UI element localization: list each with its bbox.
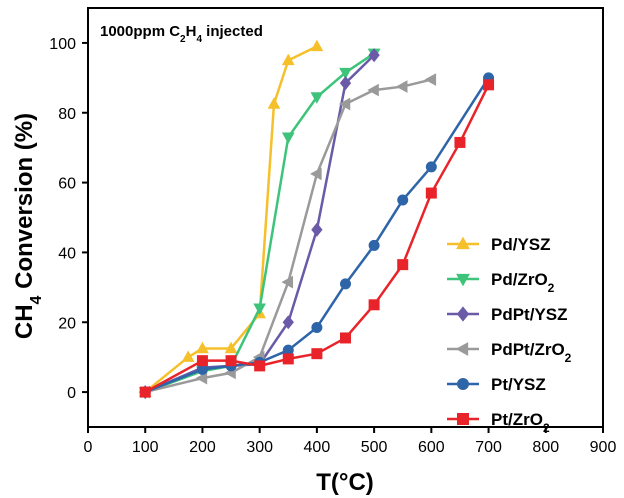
data-point-pt-ysz <box>368 239 380 251</box>
legend-label: Pt/YSZ <box>491 375 546 394</box>
data-point-pd-ysz <box>181 350 195 362</box>
y-tick-label: 60 <box>58 176 76 193</box>
data-point-pt-zro2 <box>425 187 437 199</box>
x-tick-label: 0 <box>84 439 93 456</box>
x-tick-label: 700 <box>475 439 502 456</box>
legend-marker <box>456 306 470 322</box>
legend-marker <box>456 236 470 250</box>
series-line-pt-zro2 <box>144 84 490 394</box>
data-point-pdpt-ysz <box>339 76 352 91</box>
x-axis-title: T(°C) <box>316 469 374 496</box>
data-point-pt-zro2 <box>254 360 266 372</box>
data-point-pt-ysz <box>397 194 409 206</box>
y-tick-label: 80 <box>58 106 76 123</box>
data-point-pdpt-zro2 <box>195 371 208 385</box>
data-point-pt-zro2 <box>368 299 380 311</box>
data-point-pt-zro2 <box>397 259 409 271</box>
data-point-pt-zro2 <box>311 348 323 360</box>
data-point-pt-zro2 <box>454 136 466 148</box>
x-tick-label: 100 <box>132 439 159 456</box>
series-pdpt-ysz <box>139 48 380 400</box>
data-point-pt-zro2 <box>282 353 294 365</box>
legend-label: PdPt/YSZ <box>491 305 568 324</box>
data-point-pdpt-ysz <box>311 222 323 237</box>
legend-item-pt-zro2: Pt/ZrO2 <box>447 410 550 435</box>
data-point-pd-ysz <box>224 341 238 354</box>
y-axis-title: CH4 Conversion (%) <box>11 113 45 339</box>
data-point-pdpt-zro2 <box>281 275 294 289</box>
series-pd-ysz <box>138 39 324 397</box>
data-point-pt-zro2 <box>340 332 351 344</box>
data-point-pt-zro2 <box>139 386 151 398</box>
x-tick-label: 900 <box>590 439 617 456</box>
legend-item-pd-zro2: Pd/ZrO2 <box>447 270 555 295</box>
data-point-pt-zro2 <box>483 79 495 91</box>
data-point-pd-zro2 <box>281 132 295 144</box>
data-point-pd-ysz <box>310 39 324 52</box>
legend-marker <box>457 413 469 425</box>
plot-frame <box>87 7 604 428</box>
data-point-pd-ysz <box>281 53 295 66</box>
x-tick-label: 800 <box>532 439 559 456</box>
legend-label: Pd/YSZ <box>491 235 551 254</box>
data-point-pdpt-zro2 <box>367 83 379 97</box>
data-point-pt-ysz <box>425 161 437 173</box>
x-tick-label: 400 <box>304 439 331 456</box>
data-point-pdpt-zro2 <box>310 167 322 181</box>
data-point-pdpt-ysz <box>368 48 380 63</box>
data-point-pdpt-ysz <box>282 315 294 330</box>
axes: 0 100 200 300 400 500 600 700 800 900 0 20 40 60 80 100 <box>49 7 617 456</box>
data-point-pt-ysz <box>340 278 351 290</box>
data-point-pt-zro2 <box>225 355 237 367</box>
legend-item-pdpt-ysz: PdPt/YSZ <box>447 305 568 324</box>
x-tick-label: 300 <box>246 439 273 456</box>
y-tick-label: 0 <box>67 385 76 402</box>
data-point-pd-zro2 <box>253 303 267 316</box>
data-point-pt-zro2 <box>196 355 208 367</box>
annotation: 1000ppm C2H4 injected <box>100 23 263 45</box>
data-point-pdpt-zro2 <box>395 80 408 93</box>
x-tick-label: 500 <box>361 439 388 456</box>
series-pt-zro2 <box>139 79 495 398</box>
x-tick-label: 200 <box>189 439 216 456</box>
legend-label: Pd/ZrO2 <box>491 270 555 295</box>
data-point-pd-ysz <box>267 97 281 109</box>
legend-label: PdPt/ZrO2 <box>491 340 572 365</box>
x-tick-label: 600 <box>418 439 445 456</box>
y-tick-label: 40 <box>58 245 76 262</box>
series-layer <box>138 39 495 400</box>
series-line-pdpt-zro2 <box>144 78 432 394</box>
legend-item-pt-ysz: Pt/YSZ <box>447 375 546 394</box>
y-tick-label: 20 <box>58 315 76 332</box>
legend-label: Pt/ZrO2 <box>491 410 550 435</box>
data-point-pdpt-zro2 <box>424 73 437 86</box>
legend-item-pdpt-zro2: PdPt/ZrO2 <box>447 340 572 365</box>
data-point-pd-ysz <box>196 341 209 354</box>
data-point-pd-zro2 <box>339 67 352 80</box>
legend-marker <box>456 273 470 287</box>
series-line-pd-ysz <box>144 45 318 394</box>
y-tick-label: 100 <box>49 36 76 53</box>
legend-marker <box>455 342 469 356</box>
legend: Pd/YSZ Pd/ZrO2 PdPt/YSZ PdPt/ZrO2 Pt/YSZ Pt/Z… <box>447 235 572 435</box>
data-point-pt-ysz <box>311 321 323 333</box>
legend-marker <box>457 378 469 390</box>
data-point-pdpt-zro2 <box>338 97 351 111</box>
legend-item-pd-ysz: Pd/YSZ <box>447 235 551 254</box>
data-point-pd-zro2 <box>310 92 324 104</box>
